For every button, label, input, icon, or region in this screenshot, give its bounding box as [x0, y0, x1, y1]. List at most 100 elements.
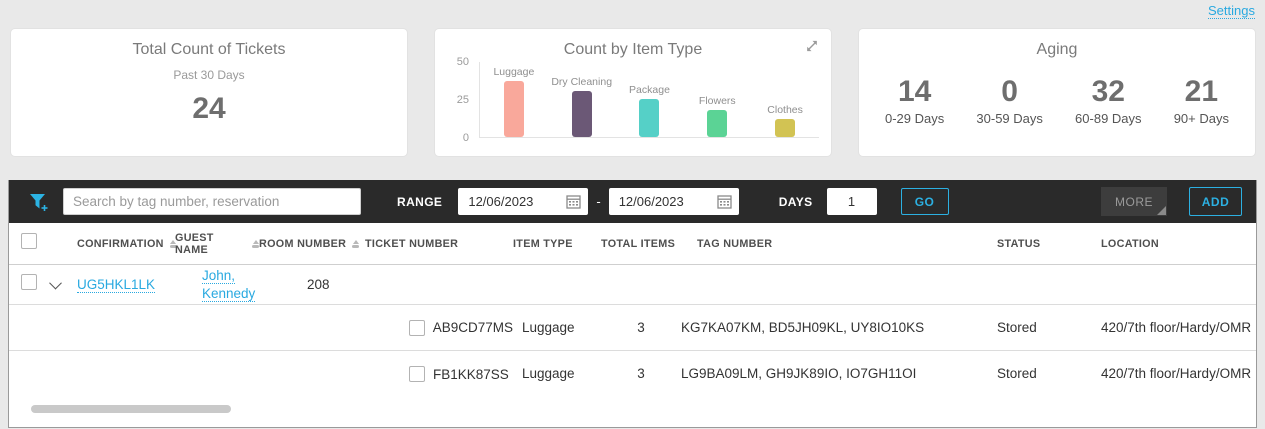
aging-bucket-30-59: 0 30-59 Days — [976, 75, 1042, 126]
bar-flowers: Flowers — [683, 61, 751, 137]
header-tag-number: TAG NUMBER — [681, 238, 981, 250]
search-input[interactable] — [63, 188, 361, 215]
row-checkbox[interactable] — [409, 366, 425, 382]
header-label: TICKET NUMBER — [365, 237, 459, 250]
horizontal-scrollbar — [9, 397, 1256, 427]
aging-buckets: 14 0-29 Days 0 30-59 Days 32 60-89 Days … — [859, 75, 1255, 126]
bar-category-label: Luggage — [493, 65, 535, 78]
guest-name-link[interactable]: John, Kennedy — [202, 267, 256, 302]
row-checkbox[interactable] — [409, 319, 425, 336]
header-label: TAG NUMBER — [697, 237, 773, 250]
aging-value: 0 — [1001, 75, 1018, 108]
bar-dry-cleaning: Dry Cleaning — [548, 61, 616, 137]
header-confirmation[interactable]: CONFIRMATION — [77, 237, 177, 250]
header-room-number[interactable]: ROOM NUMBER — [259, 238, 365, 250]
header-total-items: TOTAL ITEMS — [601, 238, 681, 250]
table-row: AB9CD77MS Luggage 3 KG7KA07KM, BD5JH09KL… — [9, 305, 1256, 351]
bar — [571, 91, 592, 137]
row-checkbox[interactable] — [21, 274, 37, 290]
header-location: LOCATION — [1071, 238, 1256, 250]
bar-luggage: Luggage — [480, 61, 548, 137]
y-tick-label: 25 — [456, 94, 469, 106]
tickets-panel: RANGE 12/06/2023 - 12/06/2023 DAYS GO MO… — [8, 180, 1257, 428]
item-type-cell: Luggage — [522, 319, 575, 335]
header-label: ROOM NUMBER — [259, 237, 347, 250]
table-header-row: CONFIRMATION GUEST NAME ROOM NUMBER TICK… — [9, 223, 1256, 265]
filter-funnel-plus-icon[interactable] — [27, 190, 51, 214]
calendar-icon[interactable] — [717, 194, 732, 209]
go-button[interactable]: GO — [900, 188, 949, 215]
ticket-number-cell: AB9CD77MS — [432, 320, 513, 335]
item-type-chart-card: Count by Item Type 0 25 50 Luggage Dry Clea… — [434, 28, 832, 157]
aging-label: 60-89 Days — [1075, 111, 1142, 126]
calendar-icon[interactable] — [566, 194, 581, 209]
y-tick-label: 0 — [462, 132, 469, 144]
select-all-checkbox[interactable] — [21, 233, 37, 249]
chart-y-axis: 0 25 50 — [445, 56, 471, 144]
table-row: FB1KK87SS Luggage 3 LG9BA09LM, GH9JK89IO… — [9, 351, 1256, 397]
header-status: STATUS — [981, 238, 1071, 250]
total-tickets-title: Total Count of Tickets — [132, 41, 286, 58]
bar — [775, 118, 796, 137]
horizontal-scrollbar-thumb[interactable] — [31, 405, 231, 413]
header-label: GUEST NAME — [175, 231, 214, 256]
bar-category-label: Clothes — [767, 103, 803, 116]
bar-chart: 0 25 50 Luggage Dry Cleaning Package Flowers C… — [445, 56, 819, 144]
total-items-cell: 3 — [637, 366, 645, 381]
total-tickets-value: 24 — [192, 92, 226, 125]
room-number-cell: 208 — [307, 276, 330, 292]
status-cell: Stored — [997, 319, 1037, 335]
days-input[interactable] — [826, 188, 877, 215]
bar-package: Package — [616, 61, 684, 137]
ticket-number-cell: FB1KK87SS — [433, 366, 509, 382]
header-label: STATUS — [997, 237, 1041, 250]
more-button[interactable]: MORE — [1101, 187, 1167, 216]
sort-icon[interactable] — [252, 239, 259, 248]
aging-card: Aging 14 0-29 Days 0 30-59 Days 32 60-89… — [858, 28, 1256, 157]
bar — [639, 99, 660, 137]
tag-number-cell: KG7KA07KM, BD5JH09KL, UY8IO10KS — [681, 319, 925, 335]
group-row: UG5HKL1LK John, Kennedy 208 — [9, 265, 1256, 305]
date-from-input[interactable]: 12/06/2023 — [458, 188, 589, 215]
header-item-type: ITEM TYPE — [513, 238, 601, 250]
total-items-cell: 3 — [637, 319, 645, 335]
header-label: CONFIRMATION — [77, 237, 164, 250]
summary-cards: Total Count of Tickets Past 30 Days 24 C… — [10, 28, 1256, 157]
sort-icon[interactable] — [352, 239, 360, 248]
bar-category-label: Package — [629, 83, 670, 96]
header-label: LOCATION — [1101, 237, 1159, 250]
date-from-value: 12/06/2023 — [468, 194, 534, 209]
tag-number-cell: LG9BA09LM, GH9JK89IO, IO7GH11OI — [681, 366, 917, 381]
location-cell: 420/7th floor/Hardy/OMR — [1101, 319, 1252, 335]
bar-clothes: Clothes — [751, 61, 819, 137]
chart-plot: Luggage Dry Cleaning Package Flowers Clothes — [479, 62, 819, 138]
days-label: DAYS — [778, 194, 813, 209]
add-button[interactable]: ADD — [1189, 187, 1242, 216]
item-type-cell: Luggage — [522, 366, 575, 381]
confirmation-link[interactable]: UG5HKL1LK — [77, 276, 156, 293]
bar-category-label: Flowers — [698, 94, 736, 107]
sort-icon[interactable] — [169, 239, 177, 248]
aging-bucket-0-29: 14 0-29 Days — [885, 75, 944, 126]
bar-category-label: Dry Cleaning — [551, 76, 613, 89]
collapse-row-chevron-icon[interactable] — [49, 276, 62, 290]
header-guest-name[interactable]: GUEST NAME — [175, 232, 259, 256]
filter-toolbar: RANGE 12/06/2023 - 12/06/2023 DAYS GO MO… — [9, 180, 1256, 223]
aging-bucket-60-89: 32 60-89 Days — [1075, 75, 1141, 126]
location-cell: 420/7th floor/Hardy/OMR — [1101, 366, 1252, 381]
aging-value: 32 — [1091, 75, 1125, 108]
status-cell: Stored — [997, 366, 1037, 381]
total-tickets-subtitle: Past 30 Days — [173, 68, 245, 82]
expand-chart-icon[interactable] — [803, 37, 821, 55]
aging-label: 90+ Days — [1173, 111, 1229, 126]
y-tick-label: 50 — [456, 56, 469, 68]
bar — [707, 109, 728, 137]
chart-title: Count by Item Type — [563, 41, 703, 58]
range-separator: - — [596, 194, 601, 209]
range-label: RANGE — [397, 194, 443, 209]
header-ticket-number: TICKET NUMBER — [365, 238, 513, 250]
aging-value: 21 — [1184, 75, 1219, 108]
header-label: ITEM TYPE — [513, 237, 573, 250]
settings-link[interactable]: Settings — [1208, 3, 1255, 19]
date-to-input[interactable]: 12/06/2023 — [608, 188, 739, 215]
